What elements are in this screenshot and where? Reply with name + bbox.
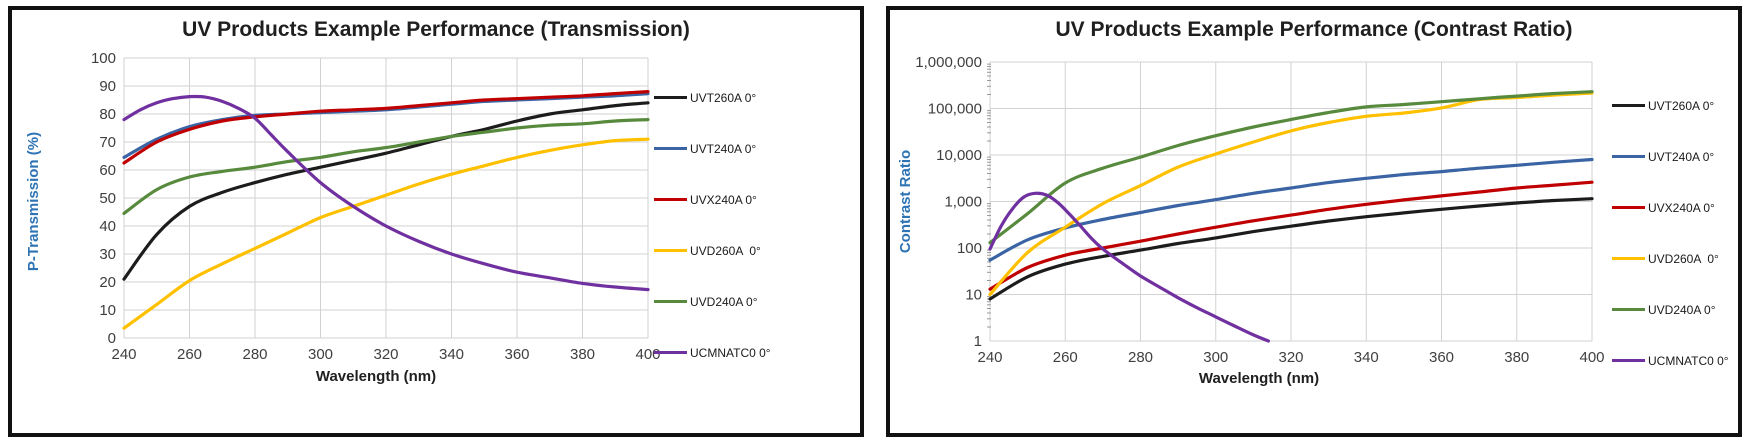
- x-tick-label: 260: [1053, 349, 1078, 366]
- y-tick-label: 100: [91, 50, 116, 67]
- x-tick-label: 300: [1203, 349, 1228, 366]
- series-line-UCMNATC0: [122, 94, 650, 292]
- x-tick-label: 320: [373, 346, 398, 363]
- legend-line-swatch: [1612, 308, 1645, 311]
- legend-line-swatch: [654, 147, 687, 150]
- legend-label: UVX240A 0°: [690, 192, 757, 207]
- x-tick-label: 400: [1579, 349, 1604, 366]
- legend-item-UVX240A: UVX240A 0°: [1612, 182, 1750, 233]
- y-tick-label: 100: [957, 240, 982, 257]
- legend-line-swatch: [654, 96, 687, 99]
- legend-item-UVX240A: UVX240A 0°: [654, 174, 854, 225]
- legend-item-UVD240A: UVD240A 0°: [654, 276, 854, 327]
- legend-label: UVD240A 0°: [690, 294, 758, 309]
- tick-labels: 240 260 280 300 320 340 360 380 400 1 10 100 1,000 10…: [915, 54, 1604, 366]
- x-tick-label: 300: [308, 346, 333, 363]
- legend-line-swatch: [654, 198, 687, 201]
- y-tick-label: 70: [99, 134, 116, 151]
- x-tick-label: 400: [635, 346, 660, 363]
- y-tick-label: 90: [99, 78, 116, 95]
- legend-line-swatch: [654, 249, 687, 252]
- y-tick-label: 1,000,000: [915, 54, 982, 71]
- series-line-UVT260A: [122, 101, 650, 281]
- series-line-UVX240A: [122, 90, 650, 165]
- x-tick-label: 380: [570, 346, 595, 363]
- y-tick-label: 1: [974, 333, 982, 350]
- series-line-UVD240A: [988, 90, 1594, 245]
- y-tick-label: 80: [99, 106, 116, 123]
- y-tick-label: 1,000: [944, 194, 982, 211]
- x-axis-title: Wavelength (nm): [1198, 370, 1320, 387]
- chart-title: UV Products Example Performance (Contras…: [1055, 18, 1573, 41]
- x-tick-label: 240: [111, 346, 136, 363]
- y-tick-label: 50: [99, 190, 116, 207]
- x-axis-title: Wavelength (nm): [315, 368, 437, 385]
- x-tick-label: 360: [1429, 349, 1454, 366]
- legend-label: UVX240A 0°: [1648, 200, 1715, 215]
- legend-item-UVT260A: UVT260A 0°: [1612, 80, 1750, 131]
- series-line-UVD240A: [122, 118, 650, 215]
- legend-line-swatch: [654, 300, 687, 303]
- legend-line-swatch: [1612, 359, 1645, 362]
- y-tick-label: 30: [99, 246, 116, 263]
- y-tick-label: 10: [99, 302, 116, 319]
- y-tick-label: 40: [99, 218, 116, 235]
- legend-line-swatch: [1612, 257, 1645, 260]
- legend-item-UVT260A: UVT260A 0°: [654, 72, 854, 123]
- x-tick-label: 360: [504, 346, 529, 363]
- legend-label: UVT260A 0°: [1648, 98, 1715, 113]
- legend-item-UVT240A: UVT240A 0°: [1612, 131, 1750, 182]
- x-tick-label: 280: [242, 346, 267, 363]
- x-tick-label: 380: [1504, 349, 1529, 366]
- x-tick-label: 260: [177, 346, 202, 363]
- y-tick-label: 0: [108, 330, 116, 347]
- legend-item-UCMNATC0: UCMNATC0 0°: [1612, 335, 1750, 386]
- legend-label: UVT240A 0°: [690, 141, 757, 156]
- legend-line-swatch: [1612, 206, 1645, 209]
- legend-item-UVD260A: UVD260A 0°: [654, 225, 854, 276]
- legend-item-UVT240A: UVT240A 0°: [654, 123, 854, 174]
- series-line-UVX240A: [988, 180, 1594, 291]
- contrast-ratio-chart-panel: UV Products Example Performance (Contras…: [886, 6, 1742, 437]
- x-tick-label: 340: [439, 346, 464, 363]
- y-tick-label: 10,000: [936, 147, 982, 164]
- x-tick-label: 280: [1128, 349, 1153, 366]
- tick-labels: 240 260 280 300 320 340 360 380 400 0 10 20 30 40 50 60…: [91, 50, 661, 363]
- legend-label: UVT260A 0°: [690, 90, 757, 105]
- legend-line-swatch: [1612, 104, 1645, 107]
- contrast-ratio-plot: 240 260 280 300 320 340 360 380 400 1 10 100 1,000 10…: [915, 54, 1604, 366]
- legend-label: UVD240A 0°: [1648, 302, 1716, 317]
- transmission-plot: 240 260 280 300 320 340 360 380 400 0 10 20 30 40 50 60…: [91, 50, 661, 363]
- y-tick-label: 10: [965, 287, 982, 304]
- series-line-UVT240A: [988, 157, 1594, 262]
- legend-label: UVT240A 0°: [1648, 149, 1715, 164]
- legend-item-UVD240A: UVD240A 0°: [1612, 284, 1750, 335]
- x-tick-label: 340: [1354, 349, 1379, 366]
- series-line-UCMNATC0: [988, 191, 1270, 343]
- legend-item-UVD260A: UVD260A 0°: [1612, 233, 1750, 284]
- series-line-UVD260A: [122, 137, 650, 330]
- legend: UVT260A 0° UVT240A 0° UVX240A 0° UVD260A 0°…: [1612, 80, 1750, 386]
- gridlines: [989, 61, 1593, 342]
- legend-label: UCMNATC0 0°: [1648, 353, 1729, 368]
- legend-line-swatch: [1612, 155, 1645, 158]
- legend-line-swatch: [654, 351, 687, 354]
- legend-label: UVD260A 0°: [1648, 251, 1719, 266]
- y-tick-label: 100,000: [928, 101, 982, 118]
- x-tick-label: 240: [977, 349, 1002, 366]
- gridlines: [123, 57, 649, 339]
- chart-title: UV Products Example Performance (Transmi…: [182, 18, 690, 41]
- legend-label: UCMNATC0 0°: [690, 345, 771, 360]
- x-tick-label: 320: [1278, 349, 1303, 366]
- y-tick-label: 60: [99, 162, 116, 179]
- transmission-chart-panel: UV Products Example Performance (Transmi…: [8, 6, 864, 437]
- legend-item-UCMNATC0: UCMNATC0 0°: [654, 327, 854, 378]
- legend: UVT260A 0° UVT240A 0° UVX240A 0° UVD260A 0°…: [654, 72, 854, 378]
- legend-label: UVD260A 0°: [690, 243, 761, 258]
- series-line-UVT260A: [988, 197, 1594, 301]
- y-tick-label: 20: [99, 274, 116, 291]
